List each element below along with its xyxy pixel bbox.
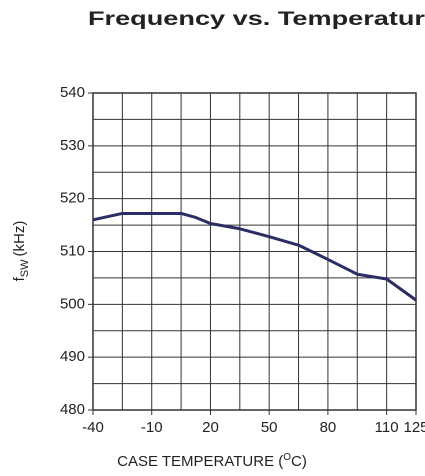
y-tick-label: 510 — [60, 242, 85, 259]
x-tick-label: 125 — [403, 419, 425, 436]
y-tick-label: 540 — [60, 84, 85, 101]
x-tick-label: 20 — [202, 419, 219, 436]
x-tick-label: 50 — [261, 419, 278, 436]
x-axis-label: CASE TEMPERATURE (OC) — [117, 452, 307, 470]
x-axis-label-sup: O — [283, 452, 291, 463]
x-axis-label-text: C) — [291, 453, 307, 470]
y-tick-label: 520 — [60, 190, 85, 207]
y-axis-label: fSW (kHz) — [11, 221, 31, 282]
x-tick-label: 80 — [320, 419, 337, 436]
y-tick-label: 480 — [60, 401, 85, 418]
x-tick-label: -40 — [82, 419, 104, 436]
y-axis-label-sub: SW — [19, 259, 31, 277]
chart-title: Frequency vs. Temperatur — [88, 9, 425, 30]
x-axis-label-text: CASE TEMPERATURE ( — [117, 453, 283, 470]
y-axis-label-text: f — [11, 276, 28, 281]
x-tick-label: 110 — [375, 419, 399, 436]
y-axis-label-text: (kHz) — [11, 221, 28, 257]
x-tick-label: -10 — [141, 419, 163, 436]
y-tick-label: 530 — [60, 137, 85, 154]
y-tick-label: 490 — [60, 348, 85, 365]
y-tick-label: 500 — [60, 295, 85, 312]
data-line — [92, 211, 417, 302]
